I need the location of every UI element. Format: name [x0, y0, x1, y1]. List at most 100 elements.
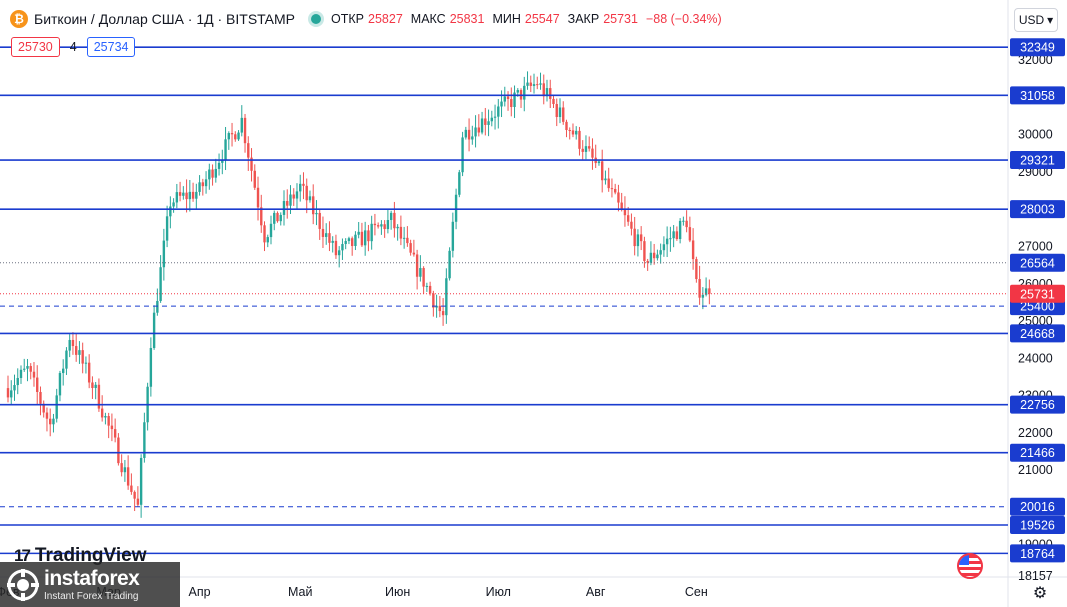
candle-body: [253, 170, 256, 188]
candle-body: [172, 202, 175, 207]
candle-body: [367, 230, 370, 242]
candle-body: [286, 201, 289, 206]
symbol-title[interactable]: Биткоин / Доллар США · 1Д · BITSTAMP: [34, 11, 296, 27]
candle-body: [341, 244, 344, 251]
candle-body: [16, 377, 19, 386]
candle-body: [188, 191, 192, 200]
bid-button[interactable]: 25730: [11, 37, 60, 57]
y-tick-label: 18157: [1018, 569, 1053, 583]
low-label: МИН: [492, 12, 521, 26]
y-tick-label: 30000: [1018, 128, 1053, 142]
candle-body: [305, 185, 308, 201]
candle-body: [451, 221, 455, 251]
candle-body: [315, 212, 318, 215]
candle-body: [273, 212, 276, 224]
bitcoin-icon: ₿: [10, 10, 28, 28]
level-label: 28003: [1020, 203, 1055, 217]
candle-body: [415, 254, 419, 277]
candle-body: [503, 96, 506, 102]
candle-body: [45, 412, 49, 419]
us-flag-icon[interactable]: [957, 553, 983, 579]
level-badge: [1010, 38, 1065, 57]
candle-body: [698, 279, 701, 298]
candle-body: [198, 182, 201, 192]
candle-body: [591, 148, 594, 158]
level-label: 19526: [1020, 518, 1055, 532]
candle-body: [588, 146, 591, 149]
x-tick-label: Май: [288, 585, 313, 599]
candle-body: [256, 187, 260, 208]
candle-body: [250, 157, 253, 171]
candle-body: [438, 305, 442, 312]
candle-body: [665, 238, 669, 245]
currency-value: USD: [1018, 13, 1045, 27]
candle-body: [104, 416, 107, 418]
candle-body: [659, 250, 662, 255]
candle-body: [325, 233, 328, 237]
level-badge: [1010, 515, 1065, 534]
currency-select[interactable]: USD ▾: [1014, 8, 1058, 32]
candle-body: [604, 178, 607, 181]
candle-body: [227, 133, 230, 140]
candle-body: [510, 99, 513, 107]
level-label: 31058: [1020, 89, 1055, 103]
instaforex-watermark: instaforex Instant Forex Trading: [0, 562, 180, 607]
candle-body: [6, 388, 10, 398]
candle-body: [247, 143, 250, 158]
candle-body: [526, 82, 529, 86]
candle-body: [87, 362, 91, 383]
candle-body: [389, 212, 393, 220]
y-tick-label: 24000: [1018, 351, 1053, 365]
candle-body: [636, 234, 640, 247]
candle-body: [178, 192, 182, 196]
candle-body: [484, 118, 487, 125]
change-value: −88 (−0.34%): [645, 12, 722, 26]
candle-body: [260, 207, 263, 226]
candle-body: [55, 395, 58, 419]
candle-body: [402, 237, 406, 239]
candle-body: [39, 391, 42, 404]
high-value: 25831: [449, 12, 485, 26]
candle-body: [373, 223, 377, 226]
candle-body: [552, 98, 555, 105]
x-tick-label: Апр: [189, 585, 211, 599]
level-dashed-label: 25400: [1020, 300, 1055, 314]
candle-body: [685, 220, 688, 228]
candle-body: [107, 416, 110, 426]
candle-body: [516, 90, 519, 93]
candle-body: [708, 288, 711, 294]
candle-body: [126, 467, 130, 486]
settings-icon[interactable]: ⚙: [1032, 585, 1048, 602]
open-value: 25827: [368, 12, 403, 26]
x-tick-label: Июн: [385, 585, 410, 599]
candle-body: [584, 146, 588, 152]
candle-body: [620, 202, 623, 210]
candle-body: [120, 463, 123, 473]
candle-body: [42, 403, 45, 413]
level-label: 32349: [1020, 41, 1055, 55]
candle-body: [363, 230, 367, 246]
ask-button[interactable]: 25734: [86, 37, 136, 57]
level-badge: [1010, 151, 1065, 170]
candle-body: [204, 179, 208, 187]
candle-body: [678, 220, 682, 240]
candle-body: [13, 385, 16, 391]
candle-body: [360, 231, 364, 246]
candle-body: [26, 366, 29, 369]
candle-body: [61, 368, 65, 374]
candle-body: [234, 134, 237, 140]
candle-body: [422, 268, 425, 287]
candle-body: [354, 234, 357, 247]
candle-body: [662, 244, 666, 251]
candle-body: [328, 233, 331, 243]
candle-body: [149, 348, 153, 387]
candle-body: [396, 226, 399, 229]
candle-body: [704, 288, 708, 295]
candle-body: [152, 312, 156, 349]
candle-body: [601, 161, 604, 181]
candle-body: [536, 84, 539, 86]
current-price-badge: [1010, 284, 1065, 303]
candle-body: [344, 241, 347, 245]
candle-body: [110, 425, 114, 430]
